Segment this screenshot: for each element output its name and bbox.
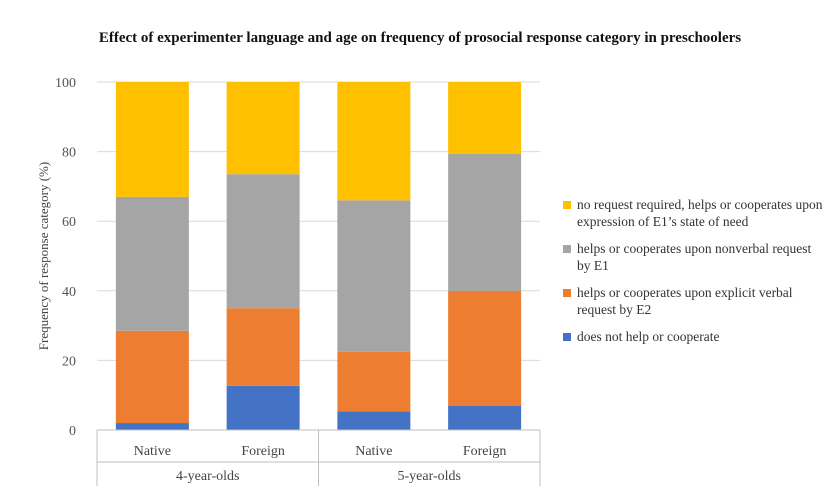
bar-segment-2-category-4 [448,290,522,406]
group-label: 4-year-olds [176,469,239,484]
bar-segment-4-category-3 [337,82,411,201]
legend-label-nonverbal-request: helps or cooperates upon nonverbal reque… [577,241,812,273]
group-label: 5-year-olds [398,469,461,484]
bar-segment-1-category-4 [448,405,522,430]
bar-segment-2-category-3 [337,351,411,412]
y-tick-label: 100 [55,76,76,91]
y-tick-label: 80 [62,146,76,161]
bar-segment-4-category-2 [226,82,300,175]
bar-segment-3-category-1 [115,196,189,331]
y-tick-label: 60 [62,215,76,230]
bar-segment-1-category-3 [337,411,411,430]
x-tick-label: Native [134,444,171,459]
bar-segment-4-category-1 [115,82,189,197]
bar-segment-2-category-1 [115,330,189,424]
x-tick-label: Native [355,444,392,459]
bar-segment-2-category-2 [226,308,300,386]
legend-swatch-nonverbal-request [563,245,571,253]
legend-item-nonverbal-request: helps or cooperates upon nonverbal reque… [563,240,825,274]
y-tick-label: 40 [62,285,76,300]
bar-segment-3-category-2 [226,174,300,309]
bar-segment-3-category-4 [448,154,522,291]
chart-title: Effect of experimenter language and age … [98,30,742,46]
bar-segment-3-category-3 [337,200,411,352]
bar-segment-4-category-4 [448,82,522,155]
x-tick-label: Foreign [463,444,507,459]
legend-label-explicit-verbal-request: helps or cooperates upon explicit verbal… [577,285,793,317]
legend-item-no-help: does not help or cooperate [563,328,825,345]
bar-segment-1-category-2 [226,385,300,430]
x-tick-label: Foreign [241,444,285,459]
y-tick-label: 20 [62,354,76,369]
legend-item-no-request: no request required, helps or cooperates… [563,196,825,230]
bar-segment-1-category-1 [115,423,189,430]
legend-swatch-explicit-verbal-request [563,289,571,297]
legend-label-no-help: does not help or cooperate [577,329,720,344]
legend: no request required, helps or cooperates… [563,196,825,355]
legend-swatch-no-request [563,201,571,209]
legend-label-no-request: no request required, helps or cooperates… [577,197,823,229]
y-axis-label: Frequency of response category (%) [36,162,51,350]
legend-item-explicit-verbal-request: helps or cooperates upon explicit verbal… [563,284,825,318]
y-tick-label: 0 [69,424,76,439]
legend-swatch-no-help [563,333,571,341]
